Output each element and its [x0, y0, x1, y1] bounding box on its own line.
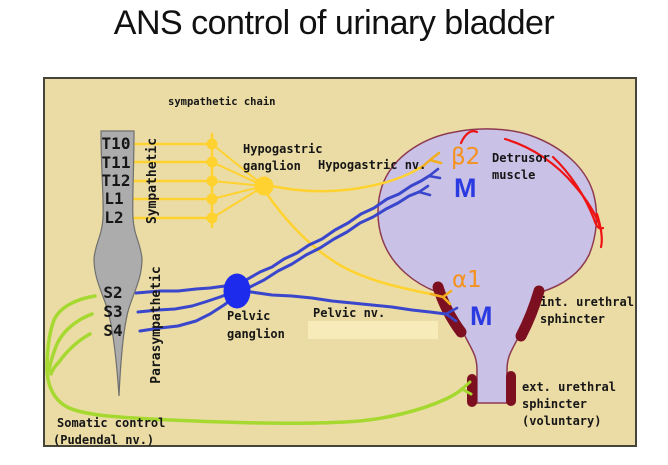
- pudendal-nerve-path: [45, 365, 464, 425]
- segment-label-l2: L2: [104, 208, 123, 227]
- hypogastric-ganglion-label-2: ganglion: [243, 159, 301, 173]
- chain-node-t10: [206, 138, 218, 150]
- internal-sphincter-label-2: sphincter: [540, 312, 605, 326]
- segment-label-t11: T11: [102, 153, 131, 172]
- pelvic-ganglion-label-1: Pelvic: [227, 309, 270, 323]
- sphincters: [432, 281, 545, 407]
- page-title: ANS control of urinary bladder: [113, 4, 555, 42]
- hypogastric-nerve-path: [270, 165, 423, 193]
- parasympathetic-pathway: [134, 167, 459, 333]
- beta2-terminal-fork: [419, 151, 443, 170]
- detrusor-red-strokes: [459, 130, 605, 249]
- pelvic-nerve-highlight: [308, 321, 438, 339]
- somatic-label-1: Somatic control: [57, 416, 165, 430]
- internal-sphincter-right-bar: [515, 285, 545, 342]
- segment-label-l1: L1: [104, 189, 123, 208]
- detrusor-label-1: Detrusor: [492, 151, 550, 165]
- receptor-beta2: β2: [451, 144, 480, 170]
- segment-label-s4: S4: [103, 321, 122, 340]
- hypogastric-ganglion-node: [254, 176, 274, 196]
- internal-sphincter-left-bar: [432, 281, 467, 338]
- segment-label-t10: T10: [102, 134, 131, 153]
- external-sphincter-label-2: sphincter: [522, 397, 587, 411]
- pelvic-ganglion-label-2: ganglion: [227, 327, 285, 341]
- chain-label: sympathetic chain: [168, 96, 275, 108]
- sympathetic-pathway: [129, 132, 453, 306]
- parasympathetic-division-label: Parasympathetic: [149, 266, 164, 383]
- root-s4-path: [138, 297, 234, 333]
- sympathetic-division-label: Sympathetic: [145, 138, 160, 224]
- pelvic-ganglion-node: [223, 273, 251, 309]
- pudendal-terminal-fork: [460, 380, 473, 396]
- segment-label-s3: S3: [103, 302, 122, 321]
- hypogastric-ganglion-label-1: Hypogastric: [243, 142, 322, 156]
- chain-node-t11: [206, 156, 218, 168]
- detrusor-stroke-small: [459, 130, 479, 145]
- pelvic-nerve-path: [249, 290, 448, 316]
- alpha1-terminal-fork: [429, 289, 453, 306]
- root-s3-path: [136, 292, 230, 314]
- m-sphincter-fork: [444, 306, 459, 323]
- pelvic-to-detrusor-path-b: [248, 190, 421, 289]
- segment-label-t12: T12: [102, 171, 131, 190]
- somatic-root-s2: [45, 294, 97, 372]
- sympathetic-nerve-to-sphincter: [265, 192, 433, 296]
- m-detrusor-fork-b: [417, 184, 432, 197]
- pelvic-nerve-label: Pelvic nv.: [313, 306, 385, 320]
- pelvic-to-detrusor-path-a: [244, 174, 431, 282]
- somatic-root-s4: [49, 332, 92, 376]
- detrusor-stroke-tail: [595, 212, 603, 249]
- internal-sphincter-label-1: int. urethral: [540, 295, 634, 309]
- chain-node-l2: [206, 212, 218, 224]
- spinal-cord: [93, 130, 143, 397]
- root-s2-path: [134, 284, 227, 295]
- somatic-pathway: [45, 294, 473, 425]
- detrusor-stroke-main: [503, 137, 602, 229]
- chain-node-t12: [206, 175, 218, 187]
- external-sphincter-label-1: ext. urethral: [522, 380, 616, 394]
- hypogastric-nerve-label: Hypogastric nv.: [318, 158, 426, 172]
- receptor-m-detrusor: M: [454, 173, 477, 203]
- chain-node-l1: [206, 193, 218, 205]
- receptor-alpha1: α1: [452, 267, 482, 293]
- somatic-label-2: (Pudendal nv.): [53, 433, 154, 447]
- detrusor-label-2: muscle: [492, 168, 535, 182]
- m-detrusor-fork-a: [427, 167, 442, 180]
- receptor-m-sphincter: M: [470, 301, 493, 331]
- somatic-root-s3: [47, 312, 94, 373]
- external-sphincter-label-3: (voluntary): [522, 414, 601, 428]
- sympathetic-nodes: [206, 138, 274, 224]
- segment-label-s2: S2: [103, 283, 122, 302]
